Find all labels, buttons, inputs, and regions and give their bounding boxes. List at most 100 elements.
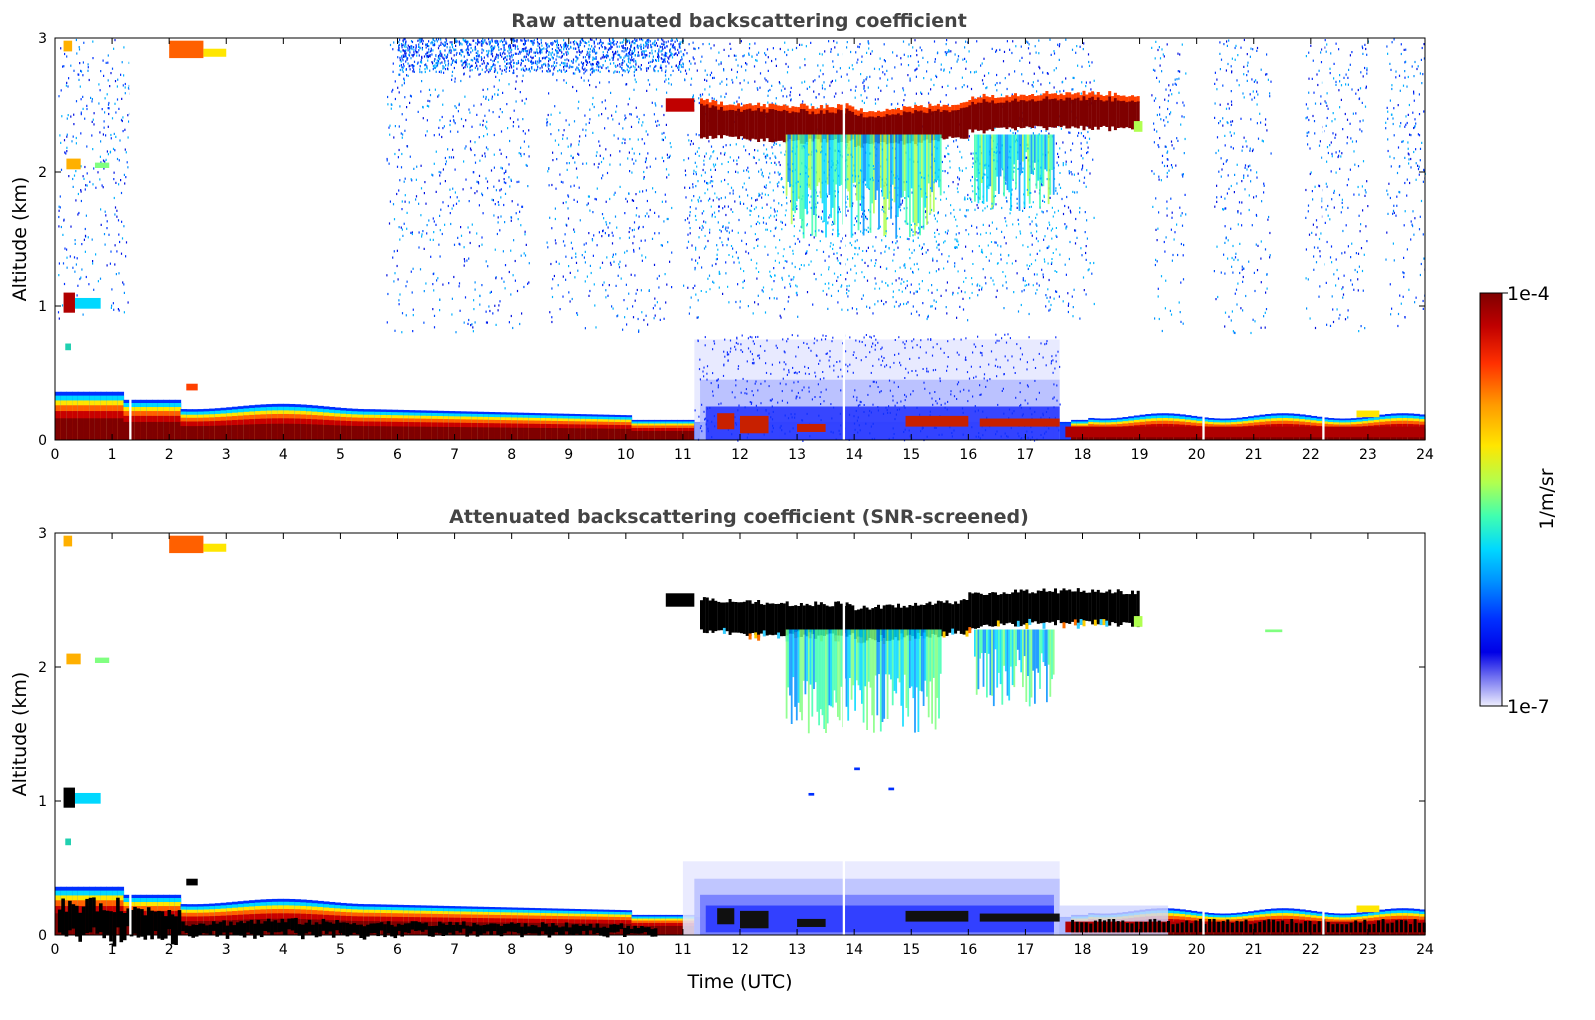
noise-speckle [451, 57, 453, 60]
noise-speckle [775, 64, 777, 67]
noise-speckle [472, 59, 474, 62]
noise-speckle [116, 209, 118, 212]
noise-speckle [80, 113, 82, 116]
noise-speckle [1081, 168, 1083, 171]
noise-speckle [680, 64, 682, 67]
noise-speckle [465, 39, 467, 42]
noise-speckle [1403, 272, 1405, 275]
noise-speckle [991, 221, 993, 224]
noise-speckle [1082, 276, 1085, 279]
noise-speckle [567, 194, 569, 197]
noise-speckle [521, 205, 524, 208]
noise-speckle [432, 174, 434, 177]
noise-speckle [528, 262, 530, 265]
noise-speckle [873, 67, 876, 70]
noise-speckle [940, 63, 942, 66]
noise-speckle [75, 170, 77, 173]
noise-speckle [1087, 151, 1089, 154]
noise-speckle [658, 55, 660, 58]
noise-speckle [107, 61, 109, 64]
noise-speckle [463, 73, 465, 76]
noise-speckle [1040, 93, 1042, 96]
noise-speckle [516, 45, 519, 48]
noise-speckle [575, 55, 577, 58]
noise-speckle [1355, 252, 1357, 255]
noise-speckle [1337, 155, 1339, 159]
noise-speckle [745, 250, 747, 253]
noise-speckle [658, 286, 660, 289]
noise-speckle [120, 252, 123, 255]
noise-speckle [649, 60, 651, 64]
noise-speckle [552, 73, 554, 76]
noise-speckle [558, 49, 560, 52]
noise-speckle [1347, 245, 1349, 248]
noise-speckle [1366, 180, 1368, 183]
noise-speckle [520, 68, 522, 71]
noise-speckle [531, 41, 533, 44]
noise-speckle [510, 38, 512, 41]
noise-speckle [92, 118, 94, 121]
noise-speckle [999, 48, 1001, 51]
noise-speckle [886, 84, 888, 87]
noise-speckle [634, 299, 636, 302]
noise-speckle [518, 50, 521, 53]
noise-speckle [523, 153, 525, 156]
noise-speckle [1261, 200, 1263, 203]
noise-speckle [1157, 295, 1159, 298]
noise-speckle [731, 229, 733, 232]
noise-speckle [441, 232, 443, 236]
noise-speckle [1358, 214, 1360, 217]
noise-speckle [505, 169, 507, 172]
noise-speckle [74, 239, 76, 242]
noise-speckle [389, 133, 391, 136]
noise-speckle [570, 154, 572, 157]
noise-speckle [791, 48, 794, 51]
noise-speckle [1038, 52, 1040, 55]
noise-speckle [718, 270, 720, 273]
noise-speckle [591, 239, 594, 242]
noise-speckle [660, 244, 662, 247]
noise-speckle [1069, 240, 1071, 244]
noise-speckle [1243, 73, 1245, 76]
noise-speckle [405, 118, 407, 121]
noise-speckle [567, 44, 569, 47]
noise-speckle [667, 156, 669, 159]
noise-speckle [654, 44, 656, 47]
noise-speckle [412, 267, 414, 270]
noise-speckle [603, 217, 605, 220]
noise-speckle [58, 215, 60, 219]
noise-speckle [1330, 245, 1333, 248]
noise-speckle [1327, 214, 1329, 217]
noise-speckle [519, 322, 521, 326]
noise-speckle [1240, 46, 1242, 49]
noise-speckle [91, 238, 93, 241]
noise-speckle [1013, 170, 1015, 173]
noise-speckle [1042, 211, 1044, 214]
noise-speckle [741, 102, 743, 105]
noise-speckle [439, 309, 441, 312]
noise-speckle [579, 42, 581, 45]
noise-speckle [912, 46, 914, 49]
noise-speckle [946, 39, 948, 42]
noise-speckle [1421, 82, 1423, 85]
noise-speckle [875, 236, 877, 239]
noise-speckle [112, 302, 114, 305]
noise-speckle [1006, 40, 1008, 43]
noise-speckle [726, 244, 728, 247]
noise-speckle [1067, 304, 1069, 307]
noise-speckle [859, 43, 861, 46]
noise-speckle [1074, 191, 1076, 194]
noise-speckle [731, 78, 733, 82]
noise-speckle [672, 44, 674, 47]
noise-speckle [795, 46, 798, 50]
noise-speckle [116, 250, 118, 253]
noise-speckle [576, 312, 578, 315]
noise-speckle [554, 139, 556, 142]
noise-speckle [1233, 258, 1235, 261]
noise-speckle [1267, 218, 1269, 221]
noise-speckle [1227, 121, 1229, 125]
noise-speckle [1349, 122, 1351, 125]
noise-speckle [628, 53, 630, 56]
noise-speckle [509, 117, 511, 120]
noise-speckle [671, 65, 673, 68]
